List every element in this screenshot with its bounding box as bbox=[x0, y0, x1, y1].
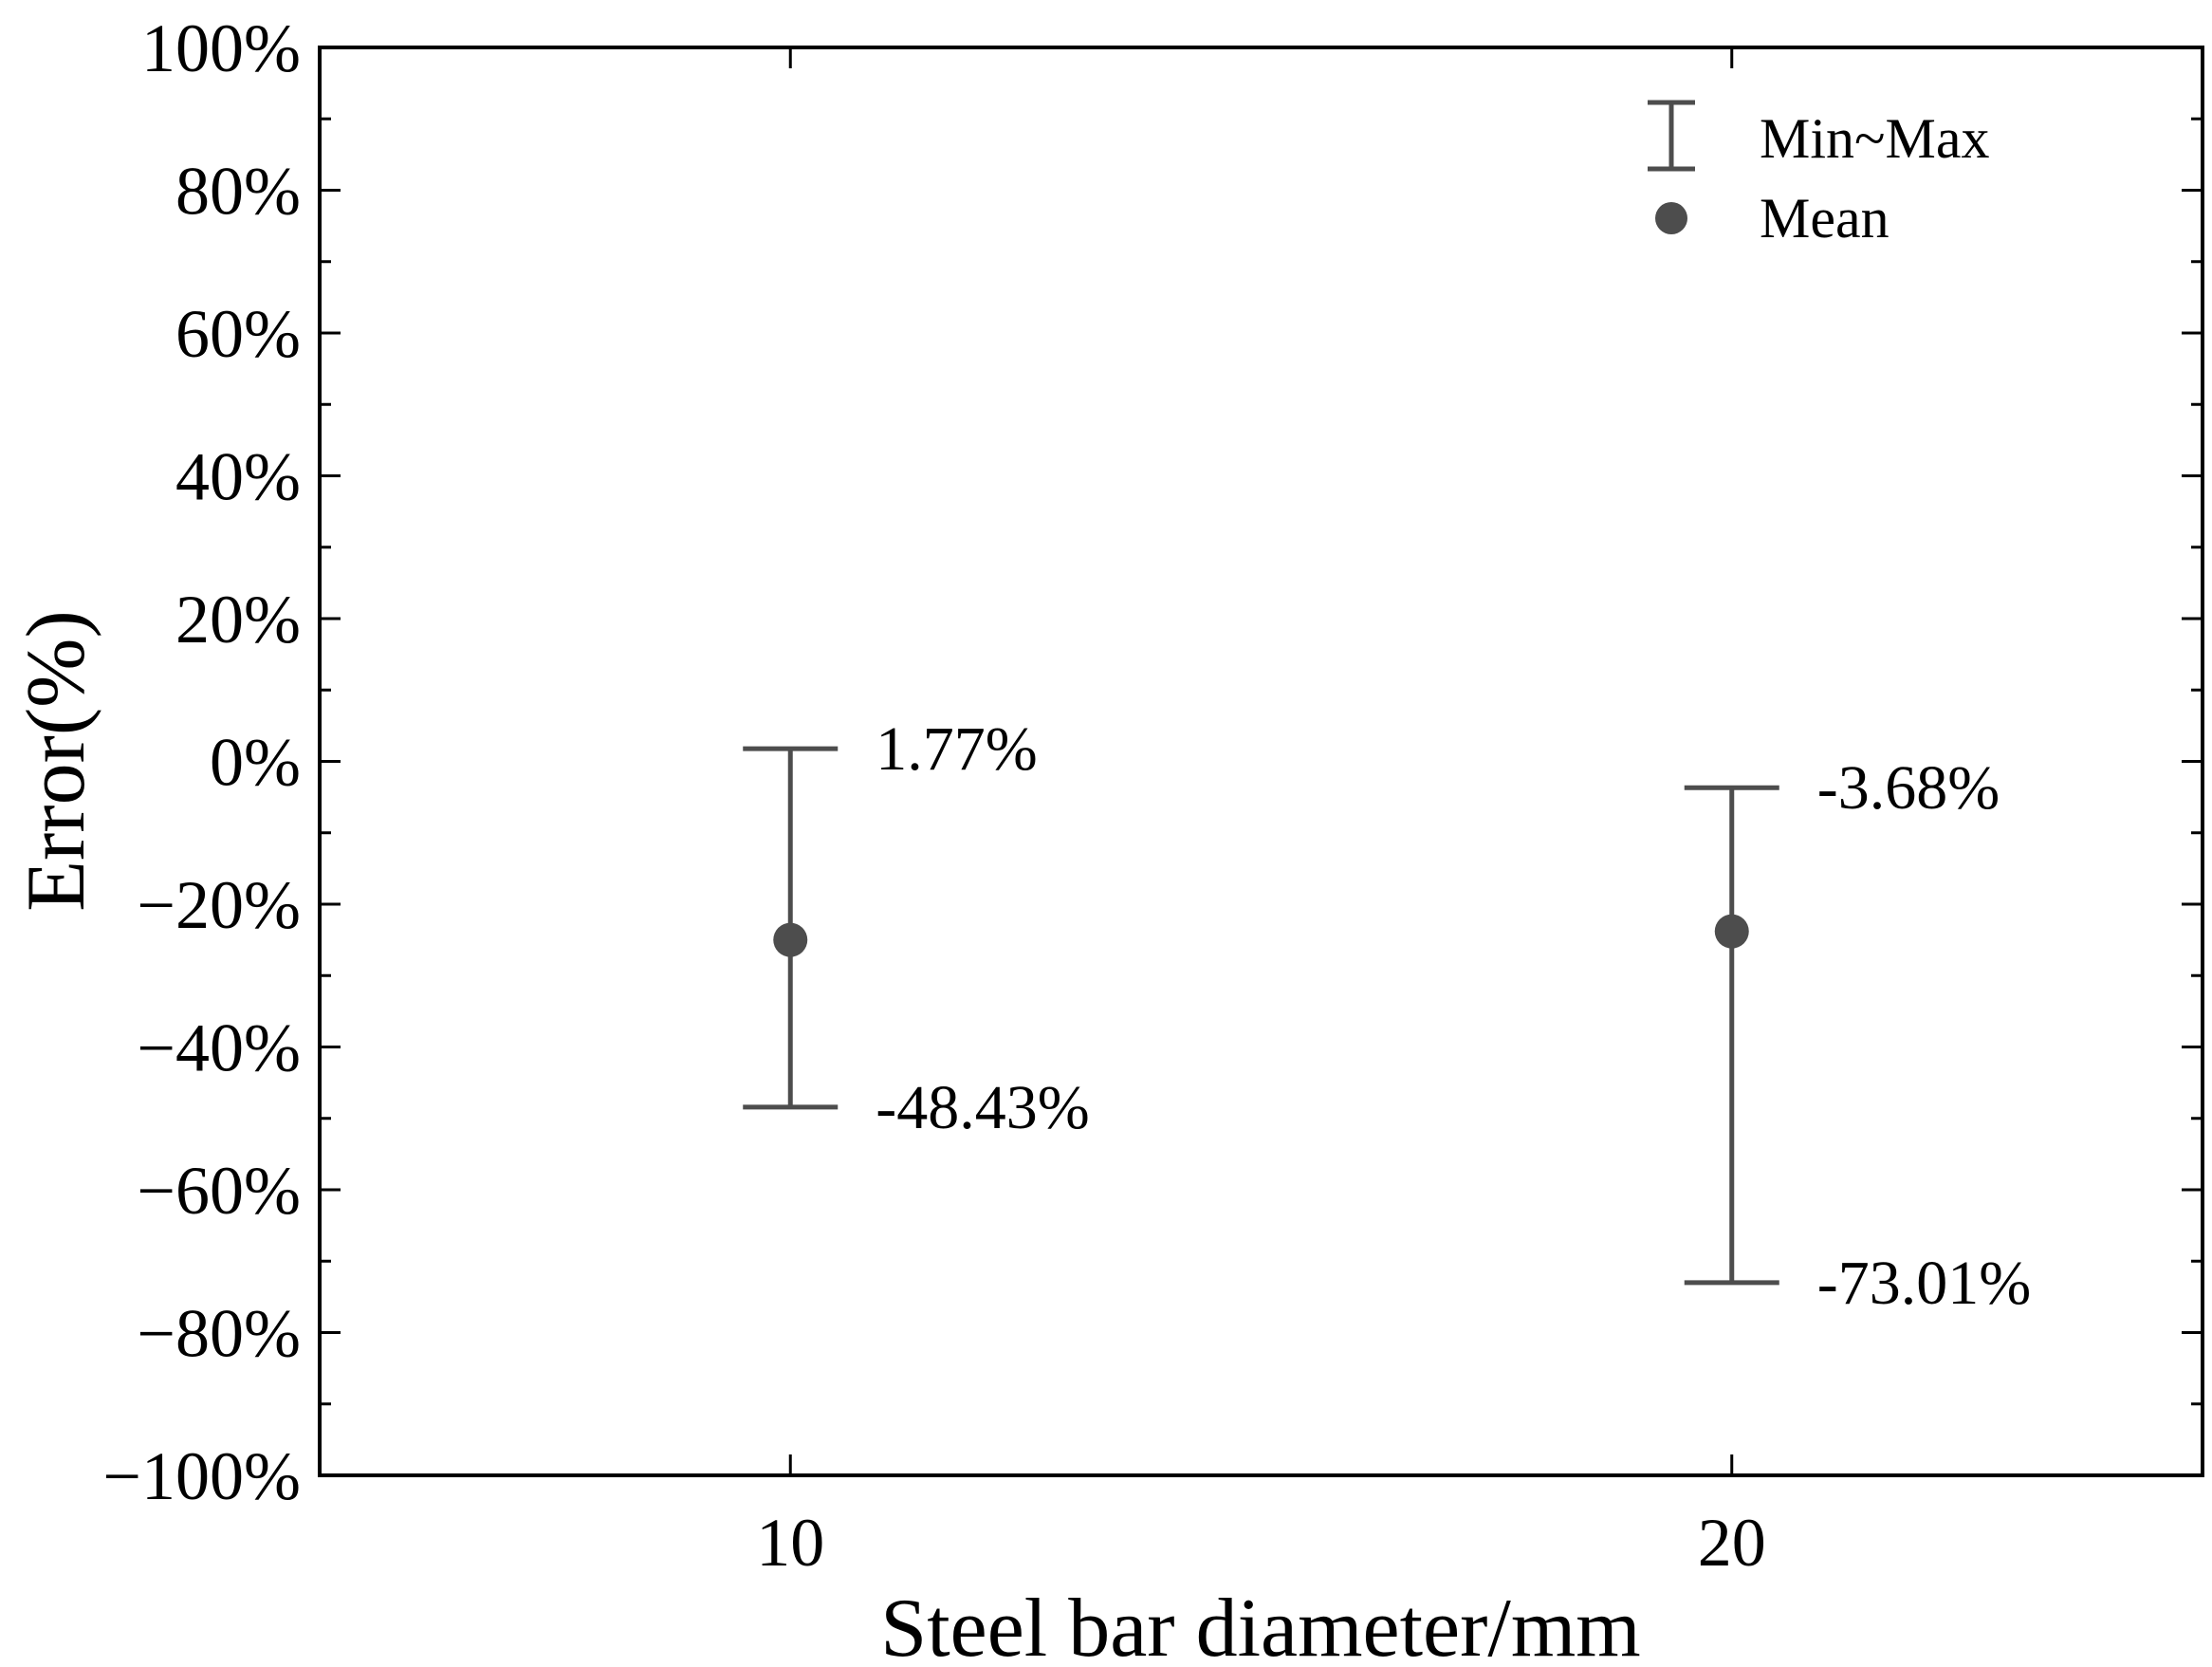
legend: Min~Max Mean bbox=[1648, 100, 1989, 250]
legend-label-minmax: Min~Max bbox=[1760, 107, 1989, 170]
max-value-label: 1.77% bbox=[876, 714, 1037, 784]
y-tick-label: 100% bbox=[141, 10, 301, 86]
x-tick-label: 10 bbox=[756, 1505, 824, 1581]
y-tick-label: 60% bbox=[175, 296, 301, 372]
y-tick-label: 40% bbox=[175, 439, 301, 515]
series-group: 1.77% -48.43% -3.68% -73.01% bbox=[743, 714, 2031, 1318]
y-tick-label: −100% bbox=[102, 1438, 301, 1514]
y-axis: 100% 80% 60% 40% 20% 0% −20% −40% −60% −80% −100% bbox=[102, 10, 2203, 1514]
y-tick-label: −20% bbox=[137, 867, 301, 943]
y-tick-label: 80% bbox=[175, 154, 301, 230]
y-tick-label: −80% bbox=[137, 1296, 301, 1372]
legend-dot-icon bbox=[1655, 202, 1687, 234]
x-axis-title: Steel bar diameter/mm bbox=[880, 1583, 1641, 1667]
min-value-label: -48.43% bbox=[876, 1073, 1089, 1142]
y-tick-label: 0% bbox=[210, 725, 301, 801]
x-axis: 10 20 bbox=[756, 47, 1766, 1581]
y-tick-label: −40% bbox=[137, 1010, 301, 1086]
legend-label-mean: Mean bbox=[1760, 187, 1889, 250]
max-value-label: -3.68% bbox=[1817, 753, 2000, 823]
x-tick-label: 20 bbox=[1698, 1505, 1766, 1581]
min-value-label: -73.01% bbox=[1817, 1249, 2031, 1318]
y-tick-label: 20% bbox=[175, 582, 301, 658]
mean-point bbox=[1714, 914, 1749, 949]
y-tick-label: −60% bbox=[137, 1153, 301, 1229]
mean-point bbox=[773, 922, 808, 957]
y-axis-title: Error(%) bbox=[10, 610, 102, 912]
